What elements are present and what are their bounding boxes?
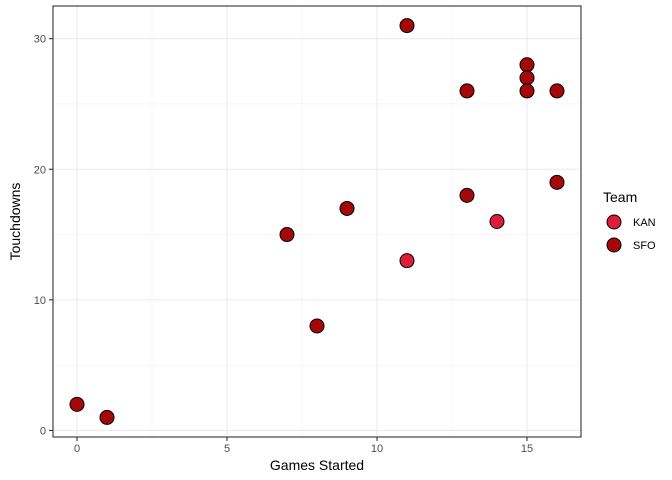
- y-tick-label: 0: [40, 425, 46, 437]
- x-tick-label: 15: [521, 443, 533, 455]
- data-point-sfo: [70, 397, 84, 411]
- data-point-sfo: [310, 319, 324, 333]
- data-point-kan: [490, 215, 504, 229]
- legend-key-kan: [607, 215, 621, 229]
- y-tick-label: 20: [34, 164, 46, 176]
- x-tick-label: 0: [74, 443, 80, 455]
- data-point-sfo: [550, 84, 564, 98]
- data-point-sfo: [520, 84, 534, 98]
- data-point-sfo: [520, 71, 534, 85]
- legend-title: Team: [603, 189, 637, 205]
- y-axis-title: Touchdowns: [7, 183, 23, 261]
- x-axis-title: Games Started: [270, 457, 364, 473]
- legend-label-kan: KAN: [633, 217, 656, 229]
- data-point-sfo: [460, 84, 474, 98]
- data-point-sfo: [100, 410, 114, 424]
- data-point-kan: [400, 254, 414, 268]
- x-tick-label: 10: [371, 443, 383, 455]
- y-tick-label: 10: [34, 295, 46, 307]
- data-point-sfo: [520, 58, 534, 72]
- data-point-sfo: [340, 201, 354, 215]
- y-tick-label: 30: [34, 34, 46, 46]
- legend-label-sfo: SFO: [633, 240, 656, 252]
- data-point-sfo: [280, 228, 294, 242]
- data-point-sfo: [550, 175, 564, 189]
- legend-key-sfo: [607, 238, 621, 252]
- x-tick-label: 5: [224, 443, 230, 455]
- data-point-sfo: [400, 19, 414, 33]
- data-point-sfo: [460, 188, 474, 202]
